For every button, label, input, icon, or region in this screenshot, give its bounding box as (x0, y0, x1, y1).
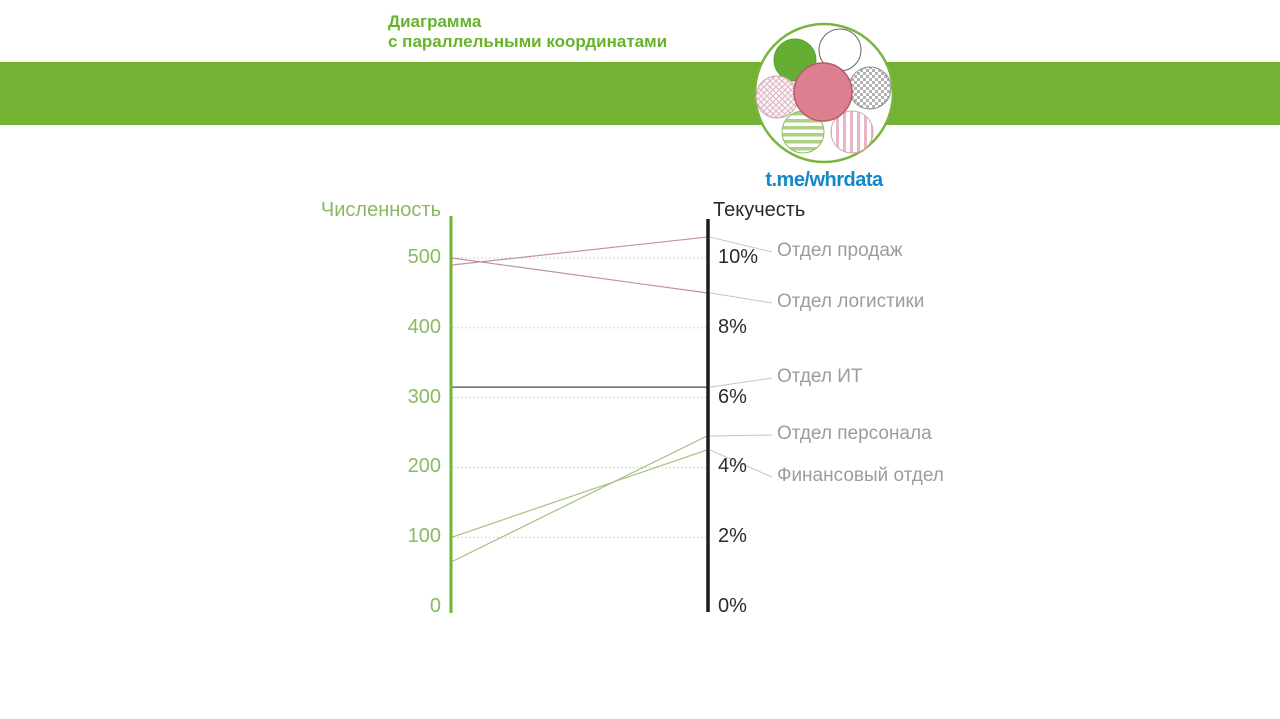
parallel-line-dept-3 (451, 435, 708, 563)
left-tick-300: 300 (407, 386, 441, 408)
solid-pink-circle (793, 62, 853, 122)
left-tick-500: 500 (407, 246, 441, 268)
left-tick-0: 0 (429, 595, 441, 617)
right-tick-2pct: 2% (718, 525, 747, 547)
gray-checker-circle (848, 66, 892, 110)
leader-line-dept-1 (709, 292, 773, 304)
right-tick-0pct: 0% (718, 595, 747, 617)
page-title-line2: с параллельными координатами (388, 32, 668, 51)
pink-striped-circle (830, 110, 874, 154)
flower-logo (753, 22, 895, 164)
label-dept-finance: Финансовый отдел (777, 465, 944, 486)
left-axis-title: Численность (320, 199, 441, 221)
telegram-link[interactable]: t.me/whrdata (765, 169, 883, 191)
page-title-line1: Диаграмма (388, 12, 482, 31)
green-banner (0, 62, 1280, 125)
left-tick-400: 400 (407, 316, 441, 338)
right-tick-4pct: 4% (718, 455, 747, 477)
parallel-line-dept-1 (451, 257, 708, 294)
right-axis-title: Текучесть (713, 199, 806, 221)
left-tick-200: 200 (407, 455, 441, 477)
parallel-line-dept-0 (451, 236, 708, 266)
pink-mesh-circle (755, 75, 799, 119)
page-title: Диаграмма с параллельными координатами (388, 12, 667, 52)
label-dept-hr: Отдел персонала (777, 423, 932, 444)
right-tick-6pct: 6% (718, 386, 747, 408)
label-dept-sales: Отдел продаж (777, 240, 903, 261)
parallel-line-dept-4 (451, 449, 708, 538)
left-tick-100: 100 (407, 525, 441, 547)
right-tick-10pct: 10% (718, 246, 759, 268)
label-dept-it: Отдел ИТ (777, 366, 863, 387)
right-tick-8pct: 8% (718, 316, 747, 338)
leader-line-dept-3 (709, 434, 773, 437)
label-dept-logistics: Отдел логистики (777, 291, 925, 312)
